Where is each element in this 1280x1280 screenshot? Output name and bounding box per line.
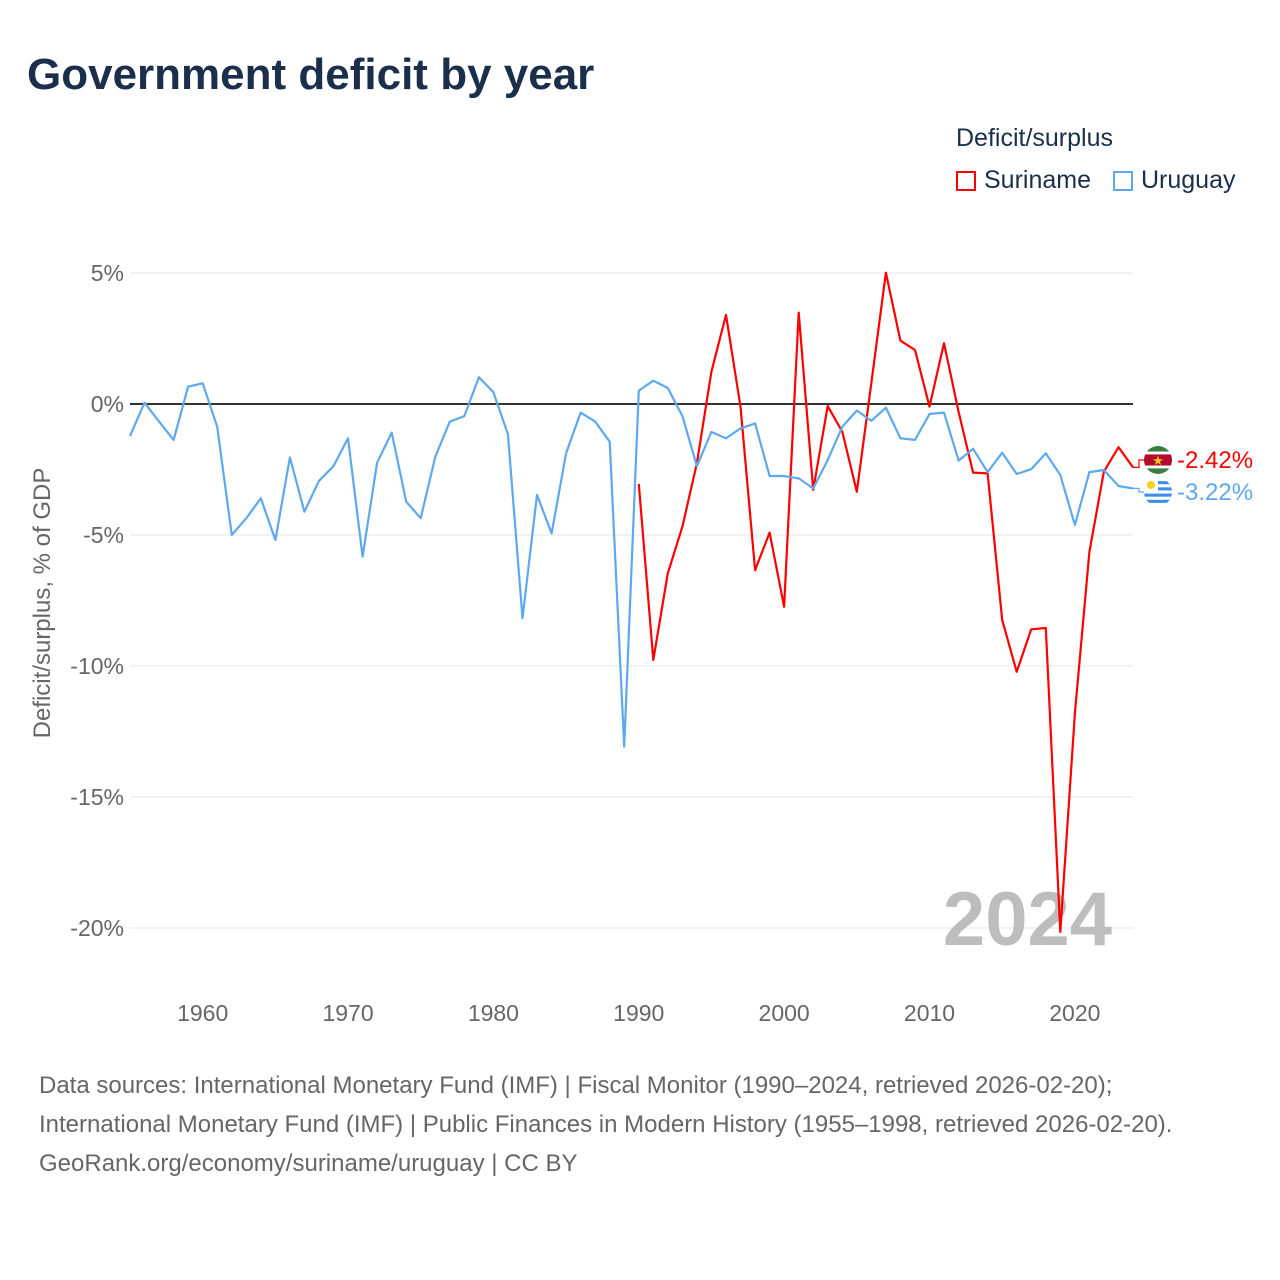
x-tick-label: 1960 xyxy=(177,1000,228,1026)
watermark-year: 2024 xyxy=(943,877,1112,962)
series-line-uruguay xyxy=(128,376,1134,748)
chart-title: Government deficit by year xyxy=(27,50,595,99)
flag-stripe xyxy=(1144,465,1172,469)
y-tick-label: -20% xyxy=(70,915,124,941)
credit-link[interactable]: GeoRank.org/economy/suriname/uruguay | C… xyxy=(39,1150,578,1177)
end-label-connector xyxy=(1133,487,1145,493)
y-axis-label: Deficit/surplus, % of GDP xyxy=(29,468,56,739)
end-label-connector xyxy=(1133,459,1145,469)
x-tick-label: 2020 xyxy=(1049,1000,1100,1026)
flag-stripe xyxy=(1144,454,1172,466)
legend-swatch-suriname xyxy=(956,170,976,191)
x-tick-label: 1990 xyxy=(613,1000,664,1026)
end-value-label: -2.42% xyxy=(1177,447,1253,474)
star-icon: ★ xyxy=(1152,453,1164,468)
legend-title: Deficit/surplus xyxy=(956,124,1113,152)
flag-stripe xyxy=(1144,468,1172,474)
uruguay-flag-icon xyxy=(1144,478,1172,506)
legend-item-suriname[interactable]: Suriname xyxy=(956,166,1091,195)
legend-swatch-uruguay xyxy=(1113,170,1133,191)
y-tick-label: 0% xyxy=(91,391,124,417)
flag-stripe xyxy=(1144,451,1172,455)
flag-stripe xyxy=(1144,446,1172,452)
x-tick-label: 2010 xyxy=(904,1000,955,1026)
x-tick-label: 1980 xyxy=(468,1000,519,1026)
x-tick-label: 1970 xyxy=(322,1000,373,1026)
suriname-flag-icon: ★ xyxy=(1144,446,1172,474)
legend-label: Suriname xyxy=(984,166,1091,194)
y-tick-label: 5% xyxy=(91,260,124,286)
data-sources: Data sources: International Monetary Fun… xyxy=(39,1072,1173,1138)
y-tick-label: -5% xyxy=(83,522,124,548)
sun-icon xyxy=(1147,481,1155,489)
legend-item-uruguay[interactable]: Uruguay xyxy=(1113,166,1236,195)
y-tick-label: -15% xyxy=(70,784,124,810)
x-tick-label: 2000 xyxy=(759,1000,810,1026)
footer: Data sources: International Monetary Fun… xyxy=(39,1066,1239,1183)
flag-stripe xyxy=(1144,493,1172,497)
flag-stripe xyxy=(1144,499,1172,503)
legend-label: Uruguay xyxy=(1141,166,1236,194)
y-tick-label: -10% xyxy=(70,653,124,679)
series-line-suriname xyxy=(637,271,1134,934)
end-value-label: -3.22% xyxy=(1177,479,1253,506)
